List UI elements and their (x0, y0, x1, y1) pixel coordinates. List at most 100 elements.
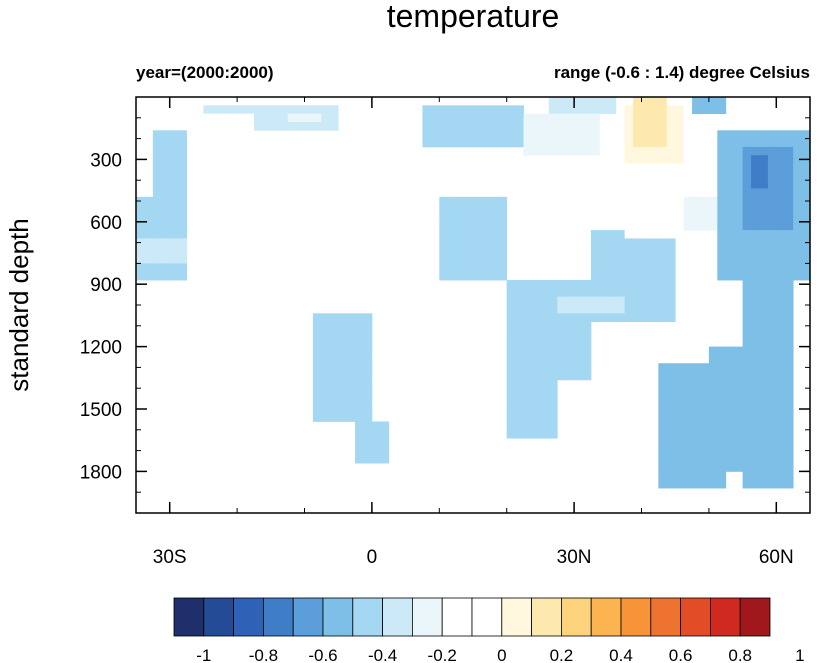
heatmap-cell (675, 429, 685, 439)
heatmap-cell (422, 105, 432, 115)
heatmap-cell (725, 388, 735, 397)
heatmap-cell (692, 205, 701, 214)
heatmap-cell (708, 371, 718, 381)
heatmap-cell (751, 305, 760, 314)
heatmap-cell (574, 321, 583, 331)
heatmap-cell (751, 146, 760, 156)
heatmap-cell (464, 213, 474, 223)
heatmap-cell (742, 404, 752, 414)
heatmap-cell (161, 221, 171, 231)
heatmap-cell (734, 271, 743, 281)
heatmap-cell (531, 396, 541, 406)
heatmap-cell (734, 130, 743, 139)
x-tick-label: 30N (557, 547, 592, 568)
heatmap-cell (473, 138, 482, 148)
heatmap-cell (742, 196, 752, 206)
heatmap-cell (447, 230, 457, 239)
heatmap-cell (734, 221, 743, 231)
heatmap-cell (515, 338, 524, 347)
heatmap-cell (751, 280, 760, 289)
heatmap-cell (616, 313, 626, 323)
heatmap-cell (759, 338, 769, 347)
heatmap-cell (717, 438, 727, 447)
heatmap-cell (717, 396, 727, 406)
heatmap-cell (784, 288, 794, 298)
heatmap-cell (641, 180, 651, 189)
heatmap-cell (759, 246, 769, 256)
heatmap-cell (717, 155, 727, 164)
heatmap-cell (742, 429, 752, 439)
heatmap-cell (439, 213, 449, 223)
heatmap-cell (329, 413, 339, 422)
heatmap-cell (692, 446, 701, 456)
heatmap-cell (742, 396, 752, 406)
heatmap-cell (751, 238, 760, 248)
heatmap-cell (136, 246, 145, 256)
heatmap-cell (666, 446, 676, 456)
heatmap-cell (169, 213, 179, 223)
heatmap-cell (515, 105, 524, 115)
heatmap-cell (447, 113, 457, 123)
heatmap-cell (742, 305, 752, 314)
heatmap-cell (734, 255, 743, 264)
heatmap-cell (531, 429, 541, 439)
heatmap-cell (776, 338, 786, 347)
heatmap-cell (178, 180, 187, 189)
heatmap-cell (624, 130, 634, 139)
heatmap-cell (523, 346, 533, 356)
heatmap-cell (759, 463, 769, 472)
colorbar-swatch (531, 597, 562, 637)
heatmap-cell (717, 363, 727, 372)
heatmap-cell (355, 388, 364, 397)
heatmap-cell (700, 363, 710, 372)
heatmap-cell (658, 238, 668, 248)
heatmap-cell (675, 230, 685, 239)
heatmap-cell (742, 346, 752, 356)
x-tick-label: 30S (153, 547, 187, 568)
heatmap-cell (321, 388, 331, 397)
heatmap-cell (599, 238, 609, 248)
heatmap-cell (700, 388, 710, 397)
heatmap-cell (776, 230, 786, 239)
heatmap-cell (734, 180, 743, 189)
heatmap-cell (574, 313, 583, 323)
heatmap-cell (700, 205, 710, 214)
heatmap-cell (734, 429, 743, 439)
heatmap-cell (717, 246, 727, 256)
heatmap-cell (751, 438, 760, 447)
heatmap-cell (338, 338, 348, 347)
colorbar-swatch (203, 597, 235, 637)
heatmap-cell (523, 354, 533, 364)
heatmap-cell (523, 296, 533, 306)
heatmap-cell (329, 379, 339, 389)
heatmap-cell (641, 271, 651, 281)
heatmap-cell (422, 138, 432, 148)
heatmap-cell (355, 429, 364, 439)
heatmap-cell (355, 396, 364, 406)
heatmap-cell (515, 388, 524, 397)
heatmap-cell (262, 105, 272, 115)
heatmap-cell (515, 413, 524, 422)
heatmap-cell (296, 121, 305, 131)
heatmap-cell (363, 404, 373, 414)
heatmap-cell (683, 388, 693, 397)
heatmap-cell (683, 471, 693, 481)
heatmap-cell (624, 230, 634, 239)
heatmap-cell (734, 396, 743, 406)
heatmap-cell (203, 121, 213, 131)
heatmap-cell (759, 138, 769, 148)
heatmap-cell (439, 196, 449, 206)
heatmap-cell (683, 421, 693, 431)
heatmap-cell (776, 146, 786, 156)
heatmap-cell (506, 429, 516, 439)
heatmap-cell (751, 205, 760, 214)
heatmap-cell (708, 429, 718, 439)
heatmap-cell (270, 121, 280, 131)
heatmap-cell (279, 113, 289, 123)
heatmap-cell (700, 479, 710, 489)
heatmap-cell (363, 454, 373, 464)
heatmap-cell (169, 188, 179, 198)
heatmap-cell (759, 288, 769, 298)
colorbar-tick-label: -0.2 (428, 646, 457, 663)
heatmap-cell (599, 271, 609, 281)
